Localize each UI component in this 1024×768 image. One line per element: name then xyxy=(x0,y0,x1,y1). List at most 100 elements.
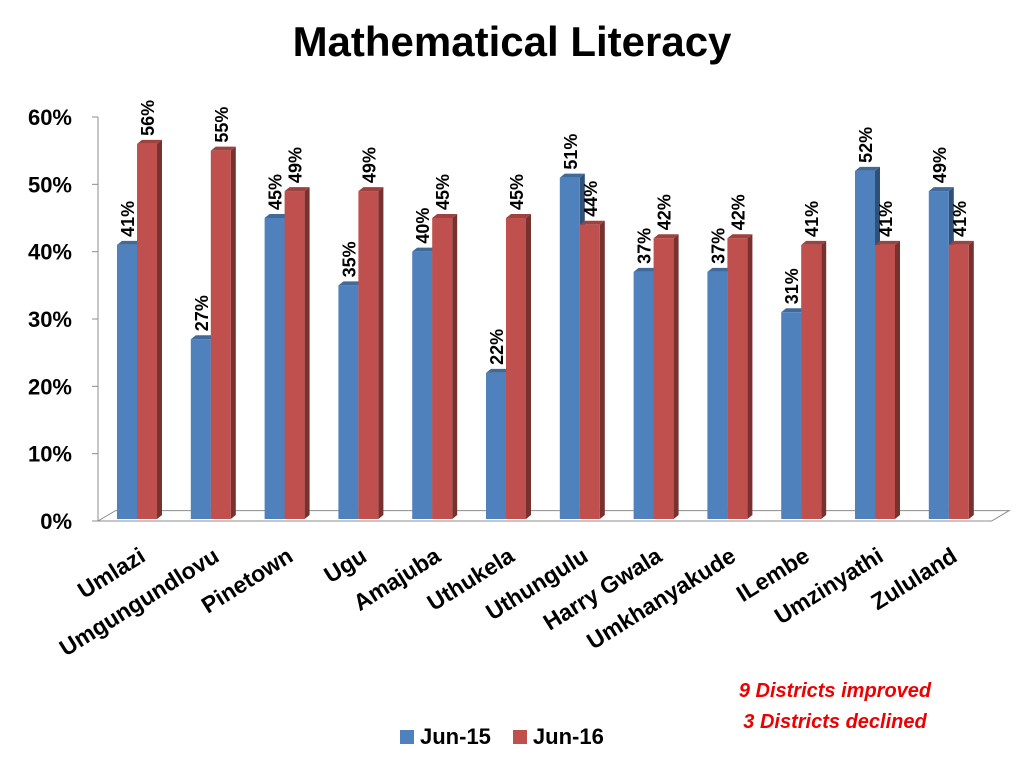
bar-jun-16-umgungundlovu xyxy=(210,150,231,519)
data-label: 45% xyxy=(507,174,527,210)
bar-jun-16-zululand xyxy=(948,244,969,519)
data-label: 37% xyxy=(708,228,728,264)
bar-jun-16-umkhanyakude xyxy=(727,238,748,519)
data-label: 31% xyxy=(782,268,802,304)
bar-top xyxy=(928,187,954,192)
y-tick-label: 20% xyxy=(28,374,72,399)
annotation-line-1: 9 Districts improved xyxy=(738,680,932,702)
bar-top xyxy=(579,220,605,225)
bar-top xyxy=(559,173,585,178)
data-label: 27% xyxy=(192,295,212,331)
x-tick-label: Ugu xyxy=(319,542,371,588)
bar-jun-15-zululand xyxy=(928,191,949,520)
bar-side xyxy=(378,187,384,520)
bar-side xyxy=(526,214,531,519)
bar-top xyxy=(284,187,310,192)
bar-top xyxy=(486,368,511,373)
y-tick-label: 50% xyxy=(28,172,72,197)
data-label: 37% xyxy=(635,228,655,264)
bar-top xyxy=(117,240,142,245)
bar-side xyxy=(452,214,458,519)
bar-top xyxy=(653,234,679,239)
annotation-note: 9 Districts improved 3 Districts decline… xyxy=(700,676,970,738)
bar-top xyxy=(210,146,236,151)
bar-top xyxy=(707,267,733,272)
bar-side xyxy=(599,220,605,519)
legend-item-series-2: Jun-16 xyxy=(512,724,604,750)
y-tick-label: 60% xyxy=(28,105,72,130)
bar-top xyxy=(633,267,659,272)
data-label: 45% xyxy=(266,174,286,210)
bar-top xyxy=(506,214,531,218)
data-label: 55% xyxy=(212,107,232,143)
chart-legend: Jun-15 Jun-16 xyxy=(400,724,618,750)
bar-jun-15-uthukela xyxy=(486,372,506,519)
bar-top xyxy=(338,281,364,286)
bar-jun-15-harry-gwala xyxy=(633,271,654,519)
bar-jun-15-umkhanyakude xyxy=(707,271,728,519)
bar-jun-15-uthungulu xyxy=(559,177,580,519)
y-tick-label: 40% xyxy=(28,240,72,265)
bar-jun-15-umlazi xyxy=(117,244,137,519)
bar-jun-15-ugu xyxy=(338,285,359,519)
bar-jun-15-umzinyathi xyxy=(855,170,875,519)
bar-side xyxy=(821,240,827,519)
bar-side xyxy=(157,139,162,519)
bar-jun-16-harry-gwala xyxy=(653,238,674,519)
data-label: 22% xyxy=(487,329,507,365)
bar-top xyxy=(264,214,290,218)
bar-jun-16-pinetown xyxy=(284,191,305,520)
data-label: 41% xyxy=(950,201,970,237)
data-label: 42% xyxy=(728,194,748,230)
bar-top xyxy=(137,139,162,144)
bar-top xyxy=(948,240,974,245)
bar-top xyxy=(855,166,880,171)
data-label: 35% xyxy=(339,241,359,277)
data-label: 49% xyxy=(286,147,306,183)
bar-jun-15-amajuba xyxy=(412,251,433,519)
bar-side xyxy=(747,234,753,519)
legend-swatch-series-1 xyxy=(400,730,414,744)
data-label: 56% xyxy=(138,100,158,136)
y-tick-label: 30% xyxy=(28,307,72,332)
chart-title: Mathematical Literacy xyxy=(292,18,732,65)
bar-jun-16-uthungulu xyxy=(579,224,600,519)
bar-jun-15-pinetown xyxy=(264,218,285,519)
bar-side xyxy=(230,146,236,519)
y-tick-label: 0% xyxy=(40,509,72,534)
data-label: 49% xyxy=(359,147,379,183)
bar-top xyxy=(875,240,900,245)
data-label: 41% xyxy=(118,201,138,237)
data-label: 52% xyxy=(856,127,876,163)
annotation-line-2: 3 Districts declined xyxy=(743,711,927,733)
bar-top xyxy=(432,214,458,218)
bar-top xyxy=(801,240,827,245)
legend-swatch-series-2 xyxy=(512,730,527,744)
data-label: 49% xyxy=(930,147,950,183)
data-label: 44% xyxy=(581,181,601,217)
data-label: 45% xyxy=(433,174,453,210)
bar-jun-15-ilembe xyxy=(781,312,802,519)
bar-side xyxy=(673,234,679,519)
chart-floor xyxy=(96,510,1012,522)
bar-top xyxy=(190,335,216,340)
legend-item-series-1: Jun-15 xyxy=(400,724,491,750)
legend-label-series-1: Jun-15 xyxy=(420,724,491,749)
bar-top xyxy=(358,187,384,192)
bar-jun-16-umlazi xyxy=(137,143,157,519)
bar-side xyxy=(304,187,310,520)
bar-jun-15-umgungundlovu xyxy=(190,339,211,519)
bar-jun-16-ilembe xyxy=(801,244,822,519)
bar-jun-16-uthukela xyxy=(506,218,526,519)
data-label: 40% xyxy=(413,208,433,244)
data-label: 42% xyxy=(655,194,675,230)
data-label: 41% xyxy=(876,201,896,237)
y-tick-label: 10% xyxy=(28,442,72,467)
bar-jun-16-ugu xyxy=(358,191,379,520)
data-label: 41% xyxy=(802,201,822,237)
bar-top xyxy=(412,247,438,252)
bar-side xyxy=(895,240,900,519)
bar-jun-16-amajuba xyxy=(432,218,453,519)
bar-side xyxy=(968,240,974,519)
